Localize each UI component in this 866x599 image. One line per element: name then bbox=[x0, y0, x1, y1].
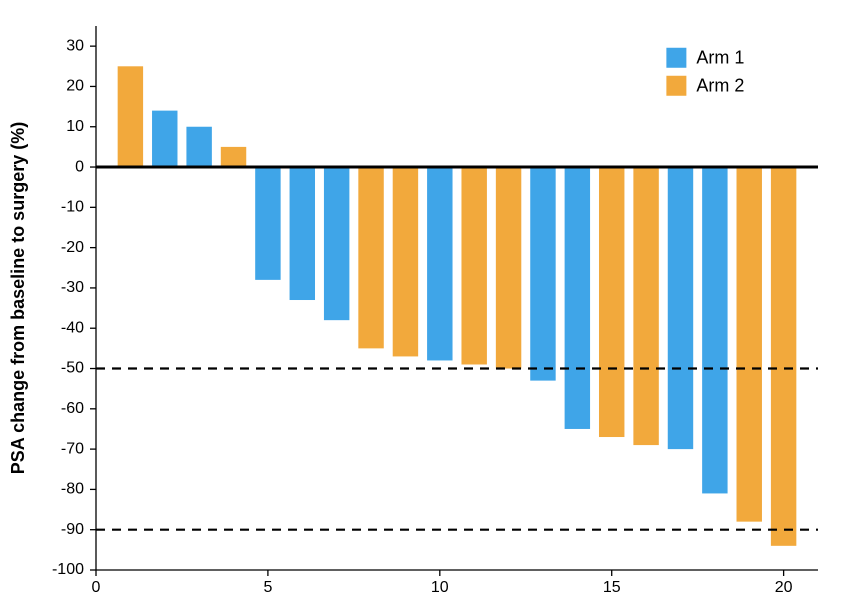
legend-label: Arm 1 bbox=[696, 47, 744, 67]
bar bbox=[668, 167, 693, 449]
bar bbox=[427, 167, 452, 360]
bar bbox=[393, 167, 418, 356]
bar bbox=[118, 66, 143, 167]
y-tick-label: 0 bbox=[75, 158, 84, 175]
x-tick-label: 0 bbox=[92, 579, 101, 596]
bar bbox=[290, 167, 315, 300]
legend-swatch bbox=[666, 76, 686, 96]
y-tick-label: -50 bbox=[61, 360, 84, 377]
y-tick-label: -30 bbox=[61, 279, 84, 296]
bar bbox=[737, 167, 762, 522]
x-tick-label: 15 bbox=[603, 579, 621, 596]
waterfall-chart: -100-90-80-70-60-50-40-30-20-10010203005… bbox=[0, 0, 866, 599]
y-tick-label: -40 bbox=[61, 319, 84, 336]
y-tick-label: -10 bbox=[61, 199, 84, 216]
y-axis-label: PSA change from baseline to surgery (%) bbox=[8, 122, 28, 474]
bar bbox=[633, 167, 658, 445]
legend-label: Arm 2 bbox=[696, 75, 744, 95]
bar bbox=[461, 167, 486, 364]
bar bbox=[599, 167, 624, 437]
y-tick-label: 20 bbox=[66, 78, 84, 95]
y-tick-label: -60 bbox=[61, 400, 84, 417]
bar bbox=[255, 167, 280, 280]
bar bbox=[186, 127, 211, 167]
x-tick-label: 20 bbox=[775, 579, 793, 596]
y-tick-label: -100 bbox=[52, 561, 84, 578]
bar bbox=[530, 167, 555, 381]
bar bbox=[152, 111, 177, 167]
legend-swatch bbox=[666, 48, 686, 68]
y-tick-label: -20 bbox=[61, 239, 84, 256]
y-tick-label: -70 bbox=[61, 440, 84, 457]
y-tick-label: -90 bbox=[61, 521, 84, 538]
bar bbox=[496, 167, 521, 368]
bar bbox=[565, 167, 590, 429]
x-tick-label: 10 bbox=[431, 579, 449, 596]
chart-container: -100-90-80-70-60-50-40-30-20-10010203005… bbox=[0, 0, 866, 599]
y-tick-label: 10 bbox=[66, 118, 84, 135]
bar bbox=[702, 167, 727, 493]
y-tick-label: 30 bbox=[66, 37, 84, 54]
y-tick-label: -80 bbox=[61, 481, 84, 498]
x-tick-label: 5 bbox=[263, 579, 272, 596]
bar bbox=[221, 147, 246, 167]
bar bbox=[358, 167, 383, 348]
bar bbox=[771, 167, 796, 546]
bar bbox=[324, 167, 349, 320]
